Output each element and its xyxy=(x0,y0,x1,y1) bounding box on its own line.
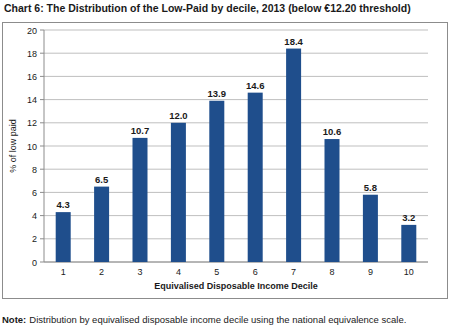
bar xyxy=(133,138,148,262)
x-tick-label: 4 xyxy=(176,267,181,277)
note: Note:Distribution by equivalised disposa… xyxy=(2,314,406,325)
x-tick-label: 2 xyxy=(99,267,104,277)
x-tick-label: 10 xyxy=(404,267,414,277)
y-tick-label: 20 xyxy=(27,26,37,36)
grid-line xyxy=(44,53,428,54)
bar xyxy=(94,187,109,262)
x-tick-label: 9 xyxy=(368,267,373,277)
bar xyxy=(248,93,263,262)
bar xyxy=(286,49,301,262)
bar xyxy=(56,212,71,262)
y-tick-label: 6 xyxy=(32,188,37,198)
data-label: 10.6 xyxy=(323,126,342,137)
y-tick xyxy=(40,122,44,123)
bar xyxy=(325,139,340,262)
y-axis-label: % of low paid xyxy=(8,119,18,173)
data-label: 12.0 xyxy=(169,110,188,121)
note-label: Note: xyxy=(2,314,26,325)
y-tick-label: 4 xyxy=(32,211,37,221)
bar xyxy=(171,123,186,262)
y-tick-label: 8 xyxy=(32,165,37,175)
bars xyxy=(56,49,417,262)
y-tick-label: 16 xyxy=(27,72,37,82)
x-tick-label: 3 xyxy=(137,267,142,277)
y-tick-label: 18 xyxy=(27,49,37,59)
grid-line xyxy=(44,169,428,170)
y-tick xyxy=(40,169,44,170)
title: Chart 6: The Distribution of the Low-Pai… xyxy=(4,2,411,14)
data-label: 13.9 xyxy=(208,88,227,99)
x-tick-label: 7 xyxy=(291,267,296,277)
data-label: 10.7 xyxy=(131,125,150,136)
y-tick xyxy=(40,238,44,239)
y-tick xyxy=(40,99,44,100)
y-tick xyxy=(40,192,44,193)
data-label: 3.2 xyxy=(402,212,415,223)
bar xyxy=(209,101,224,262)
y-tick xyxy=(40,262,44,263)
chart-frame xyxy=(3,23,448,299)
y-tick xyxy=(40,146,44,147)
y-tick-label: 14 xyxy=(27,95,37,105)
y-tick xyxy=(40,76,44,77)
data-label: 4.3 xyxy=(57,199,70,210)
note-text: Distribution by equivalised disposable i… xyxy=(29,314,406,325)
x-tick-label: 5 xyxy=(214,267,219,277)
y-tick-label: 2 xyxy=(32,234,37,244)
bar xyxy=(363,195,378,262)
chart: Chart 6: The Distribution of the Low-Pai… xyxy=(0,0,451,334)
x-tick-label: 6 xyxy=(253,267,258,277)
y-axis xyxy=(44,30,45,262)
grid-line xyxy=(44,30,428,31)
y-tick-label: 10 xyxy=(27,142,37,152)
x-tick-label: 8 xyxy=(329,267,334,277)
y-tick xyxy=(40,215,44,216)
data-label: 14.6 xyxy=(246,80,265,91)
grid-line xyxy=(44,76,428,77)
grid-line xyxy=(44,146,428,147)
grid-line xyxy=(44,122,428,123)
y-tick-label: 12 xyxy=(27,118,37,128)
y-tick xyxy=(40,53,44,54)
data-label: 6.5 xyxy=(95,174,109,185)
y-tick xyxy=(40,30,44,31)
y-tick-label: 0 xyxy=(32,258,37,268)
grid-line xyxy=(44,99,428,100)
x-tick-label: 1 xyxy=(61,267,66,277)
bar xyxy=(401,225,416,262)
x-axis-label: Equivalised Disposable Income Decile xyxy=(154,281,318,291)
data-label: 18.4 xyxy=(284,36,303,47)
data-label: 5.8 xyxy=(364,182,377,193)
